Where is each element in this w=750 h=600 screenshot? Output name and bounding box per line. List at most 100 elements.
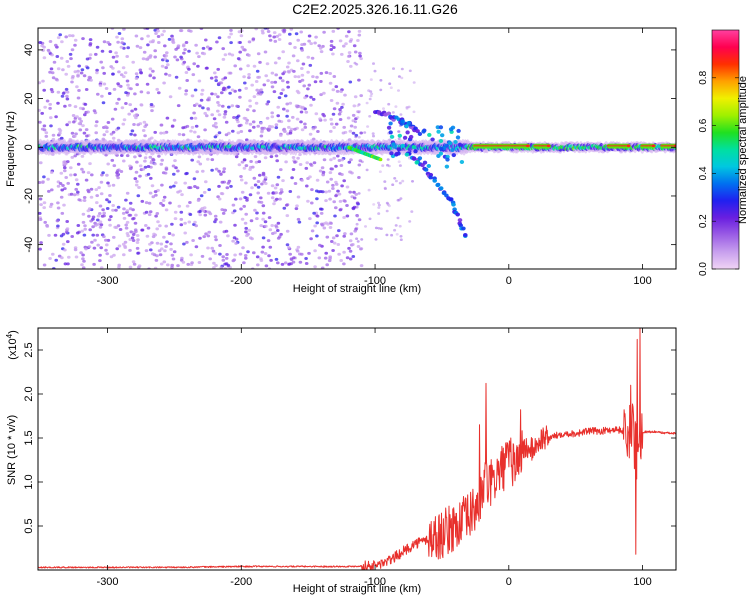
scatter-point [67,255,71,259]
scatter-point [288,101,293,105]
scatter-point [353,50,358,54]
scatter-point [104,248,108,252]
scatter-point [60,94,65,98]
scatter-point [320,166,325,170]
scatter-point [352,44,357,48]
scatter-point [330,240,334,243]
scatter-point [73,105,78,109]
scatter-point [164,66,168,70]
scatter-point [170,222,174,226]
scatter-point [127,112,131,116]
scatter-point [162,235,166,239]
x-tick-label: -200 [230,275,252,287]
scatter-point [131,60,135,64]
lower-branch-point [435,183,441,188]
scatter-point [319,211,324,215]
scatter-point [130,236,135,240]
scatter-point [197,79,202,83]
scatter-point [198,210,202,213]
scatter-point [287,125,291,129]
scatter-point [216,82,221,86]
transition-point [397,133,402,138]
scatter-point [337,229,341,233]
scatter-point [387,164,391,168]
scatter-point [164,54,169,58]
scatter-point [74,178,79,182]
scatter-point [223,112,227,116]
transition-point [439,146,444,151]
scatter-point [295,117,300,121]
scatter-point [244,121,249,125]
scatter-point [321,170,326,174]
scatter-point [401,179,405,183]
transition-point [396,147,402,152]
snr-series-line [38,328,676,570]
scatter-point [227,52,232,56]
scatter-point [319,93,323,97]
scatter-point [308,132,313,136]
scatter-point [322,158,327,162]
transition-point [438,139,444,143]
scatter-point [114,208,118,212]
scatter-point [73,43,77,47]
scatter-point [331,236,336,240]
scatter-point [351,131,356,135]
scatter-point [65,220,69,223]
scatter-point [47,189,51,193]
scatter-point [213,251,218,255]
scatter-point [217,184,221,188]
scatter-point [232,209,237,213]
scatter-point [285,214,290,218]
scatter-point [138,68,143,72]
scatter-point [198,213,202,217]
scatter-point [252,109,256,113]
scatter-point [152,232,156,236]
scatter-point [181,44,186,48]
scatter-point [145,82,150,86]
scatter-point [328,226,333,229]
scatter-point [47,233,51,237]
scatter-point [38,247,42,251]
scatter-point [99,223,104,227]
scatter-point [153,190,158,194]
scatter-point [112,164,117,168]
scatter-point [244,226,248,230]
scatter-point [292,256,296,260]
scatter-point [73,173,77,177]
scatter-point [98,212,102,215]
scatter-point [164,166,169,170]
scatter-point [79,251,83,255]
scatter-point [337,112,342,116]
scatter-point [111,204,115,207]
scatter-point [225,253,229,256]
scatter-point [156,35,161,38]
scatter-point [193,116,198,120]
lower-branch-point [448,197,454,202]
scatter-point [277,235,282,239]
scatter-point [221,57,226,61]
scatter-point [326,222,330,226]
scatter-point [353,61,357,65]
scatter-point [313,80,318,84]
scatter-point [159,201,163,205]
scatter-point [201,46,206,50]
scatter-point [63,166,67,170]
scatter-point [87,75,92,79]
scatter-point [59,171,64,175]
scatter-point [146,34,150,38]
scatter-point [275,183,280,187]
scatter-point [107,200,112,204]
scatter-point [244,164,249,168]
scatter-point [99,266,104,269]
scatter-point [334,85,339,89]
scatter-point [243,196,247,199]
scatter-point [332,200,337,204]
scatter-point [188,201,192,204]
scatter-point [313,249,317,253]
scatter-point [172,172,176,176]
scatter-point [274,73,279,77]
scatter-point [260,250,265,254]
scatter-point [117,70,121,74]
scatter-point [259,88,264,92]
